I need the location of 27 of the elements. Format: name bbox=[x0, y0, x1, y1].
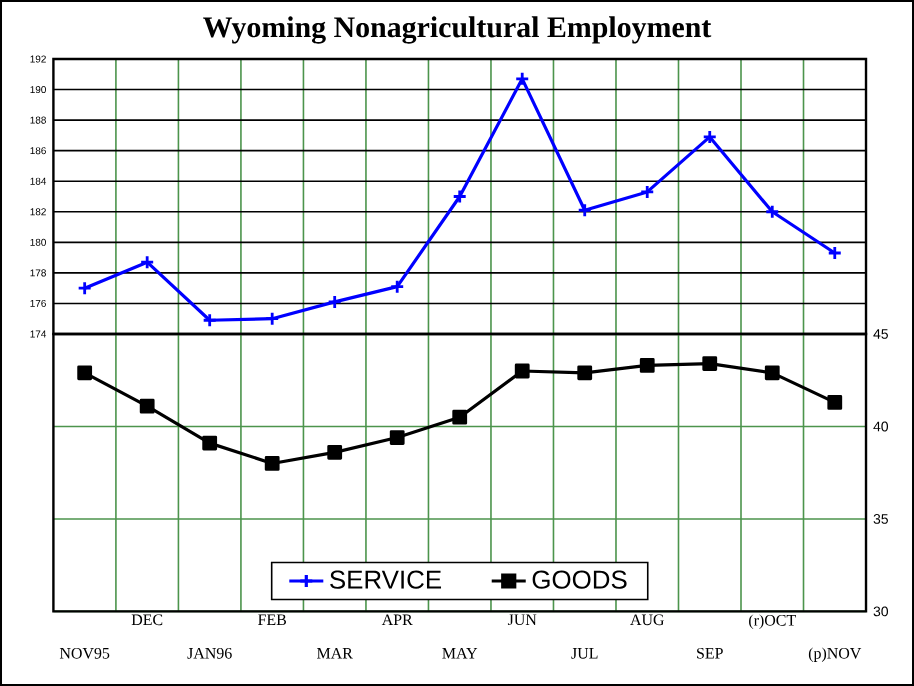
point bbox=[389, 430, 405, 445]
point bbox=[452, 409, 468, 425]
point bbox=[327, 444, 343, 460]
point bbox=[639, 184, 655, 200]
point bbox=[639, 358, 655, 373]
point bbox=[577, 365, 593, 381]
point bbox=[514, 363, 530, 379]
point bbox=[577, 202, 593, 218]
point bbox=[452, 189, 468, 204]
point bbox=[202, 312, 218, 328]
point bbox=[139, 398, 155, 414]
point bbox=[702, 129, 718, 145]
point bbox=[139, 254, 155, 270]
legend-label: GOODS bbox=[532, 570, 627, 589]
point bbox=[389, 279, 405, 295]
point bbox=[827, 395, 843, 410]
point bbox=[327, 294, 343, 310]
point bbox=[702, 356, 718, 371]
point bbox=[77, 365, 93, 381]
point bbox=[264, 311, 280, 327]
point bbox=[202, 435, 218, 451]
point bbox=[514, 71, 530, 87]
point bbox=[764, 204, 780, 220]
point bbox=[764, 365, 780, 381]
text: SERVICE bbox=[330, 570, 442, 589]
chart-title: Wyoming Nonagricultural Employment bbox=[203, 16, 712, 44]
point bbox=[264, 456, 280, 471]
